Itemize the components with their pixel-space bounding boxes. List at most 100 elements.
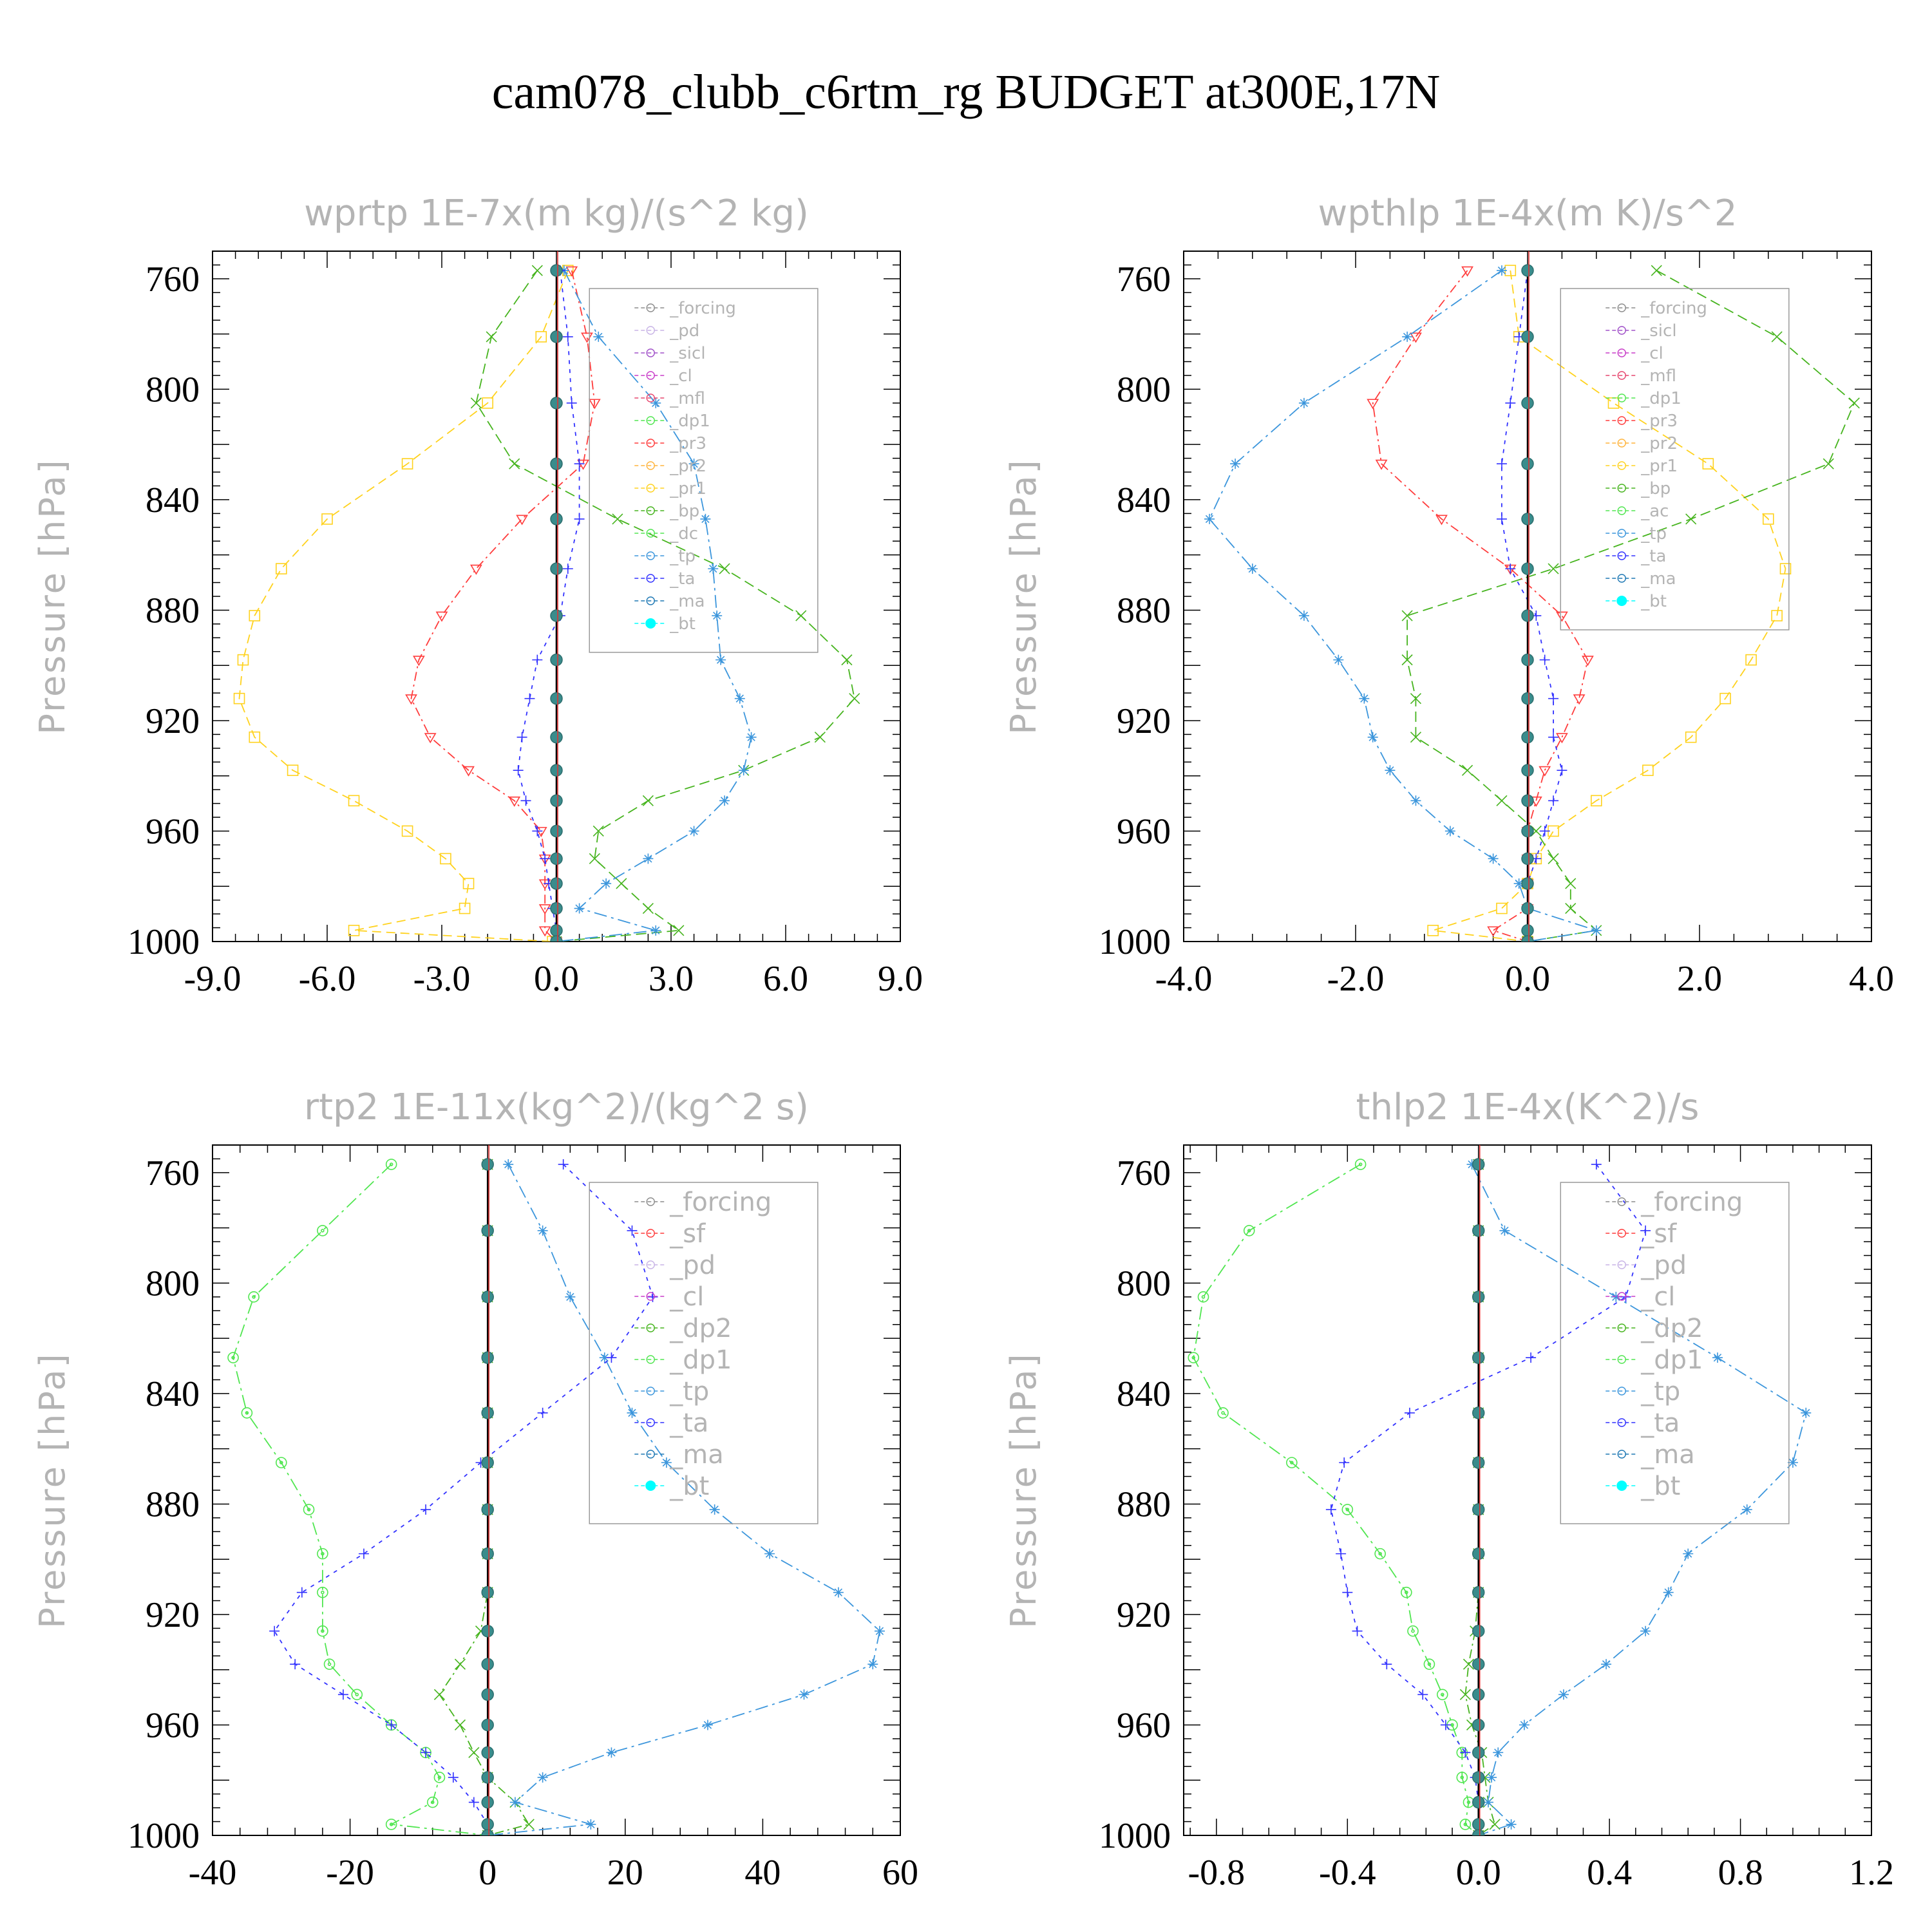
legend-marker	[1617, 439, 1626, 448]
y-tick-label: 960	[146, 811, 200, 851]
legend-marker	[646, 303, 655, 312]
figure-title: cam078_clubb_c6rtm_rg BUDGET at300E,17N	[492, 65, 1441, 119]
plot-frame	[212, 1144, 901, 1836]
legend-marker	[645, 618, 656, 629]
x-tick-label: -2.0	[1327, 959, 1385, 999]
series-markers-bt	[481, 1158, 494, 1835]
series-markers-tp	[482, 1159, 885, 1835]
legend-marker	[1616, 596, 1627, 606]
legend-marker	[646, 1450, 655, 1459]
legend-marker	[1617, 1355, 1626, 1364]
legend-marker	[1617, 1450, 1626, 1459]
y-tick-label: 920	[1117, 1595, 1171, 1635]
legend-marker	[646, 348, 655, 357]
legend-marker	[646, 506, 655, 515]
x-tick-label: -0.8	[1188, 1853, 1245, 1893]
series-group	[233, 251, 860, 942]
series-line-tp	[556, 270, 752, 942]
x-tick-label: 0.0	[534, 959, 579, 999]
legend-marker	[646, 1292, 655, 1301]
legend-label: _ta	[1640, 547, 1666, 566]
y-tick-label: 800	[146, 370, 200, 410]
legend-marker	[646, 1387, 655, 1396]
legend-marker	[646, 1355, 655, 1364]
series-line-ta	[274, 1164, 654, 1835]
series-line-tp	[1208, 270, 1597, 942]
legend-label: _forcing	[669, 299, 736, 318]
y-tick-label: 800	[146, 1264, 200, 1303]
legend-marker	[646, 1418, 655, 1427]
legend-label: _bp	[669, 502, 699, 521]
legend-label: _pr1	[669, 479, 706, 498]
legend-label: _sf	[1640, 1219, 1677, 1249]
panel-title: wpthlp 1E-4x(m K)/s^2	[1318, 193, 1737, 234]
legend-label: _dp1	[1640, 389, 1681, 408]
x-tick-label: 60	[882, 1853, 918, 1893]
legend-label: _mfl	[1640, 366, 1676, 386]
y-tick-label: 1000	[1099, 1816, 1171, 1856]
series-markers-pr1	[1427, 265, 1792, 942]
legend-label: _ma	[1640, 569, 1676, 589]
panel-title: thlp2 1E-4x(K^2)/s	[1356, 1086, 1700, 1128]
series-markers-tp	[551, 265, 757, 942]
panel-title: wprtp 1E-7x(m kg)/(s^2 kg)	[304, 193, 809, 234]
legend-label: _sicl	[669, 344, 705, 363]
x-tick-label: 0	[478, 1853, 497, 1893]
series-line-ta	[1501, 270, 1563, 942]
legend-marker	[646, 461, 655, 470]
series-line-ta	[1330, 1164, 1647, 1835]
x-tick-label: 6.0	[763, 959, 808, 999]
series-line-bp	[475, 270, 855, 942]
legend-marker	[646, 1197, 655, 1206]
y-axis-title: Pressure [hPa]	[1003, 1352, 1044, 1628]
legend-label: _pd	[1640, 1251, 1687, 1280]
legend-marker	[646, 596, 655, 605]
legend: _forcing _sicl _cl _mfl _dp1 _pr3 _pr2 _pr1 _bp _…	[1560, 288, 1790, 630]
legend-label: _pr3	[669, 434, 706, 453]
y-tick-label: 760	[1117, 260, 1171, 299]
legend-marker	[1617, 1292, 1626, 1301]
y-tick-label: 840	[146, 1374, 200, 1414]
legend-marker	[1617, 551, 1626, 560]
legend-label: _tp	[669, 1377, 709, 1406]
series-line-dp2	[439, 1164, 530, 1835]
x-tick-label: 9.0	[878, 959, 923, 999]
legend-label: _bt	[1640, 592, 1667, 611]
legend-marker	[646, 529, 655, 538]
legend-label: _ta	[1640, 1408, 1680, 1438]
legend-box	[589, 1182, 819, 1524]
legend-marker	[1617, 574, 1626, 583]
legend-label: _dp1	[669, 1345, 732, 1375]
series-markers-ta	[1325, 1159, 1651, 1835]
legend-label: _mfl	[669, 389, 705, 408]
x-tick-label: 3.0	[649, 959, 694, 999]
legend-marker	[1617, 461, 1626, 470]
legend-label: _tp	[1640, 1377, 1680, 1406]
y-tick-label: 760	[146, 1153, 200, 1193]
legend-label: _pd	[669, 321, 699, 341]
legend-marker	[646, 1229, 655, 1238]
panel-2: wpthlp 1E-4x(m K)/s^2 Pressure [hPa] 760 80…	[1003, 193, 1894, 999]
x-tick-label: 0.0	[1505, 959, 1550, 999]
x-tick-label: 40	[744, 1853, 781, 1893]
legend-marker	[646, 393, 655, 402]
series-line-tp	[1471, 1164, 1807, 1835]
legend-marker	[646, 551, 655, 560]
series-markers-pr1	[233, 265, 574, 942]
x-tick-label: -20	[326, 1853, 374, 1893]
legend: _forcing_sf_pd_cl_dp2_dp1_tp_ta_ma_bt	[589, 1182, 819, 1524]
legend: _forcing_sf_pd_cl_dp2_dp1_tp_ta_ma_bt	[1560, 1182, 1790, 1524]
series-markers-ta	[1496, 265, 1567, 942]
x-tick-label: 0.4	[1587, 1853, 1632, 1893]
legend-label: _dp2	[669, 1314, 732, 1343]
y-tick-label: 960	[1117, 1705, 1171, 1745]
x-tick-label: 0.0	[1456, 1853, 1501, 1893]
x-tick-label: -4.0	[1155, 959, 1213, 999]
legend-label: _dp1	[669, 412, 710, 431]
y-tick-label: 960	[146, 1705, 200, 1745]
series-markers-bt	[550, 264, 563, 942]
y-axis-title: Pressure [hPa]	[1003, 458, 1044, 734]
panel-4: thlp2 1E-4x(K^2)/s Pressure [hPa] 760 800 84…	[1003, 1086, 1894, 1893]
legend-label: _forcing	[1640, 299, 1707, 318]
